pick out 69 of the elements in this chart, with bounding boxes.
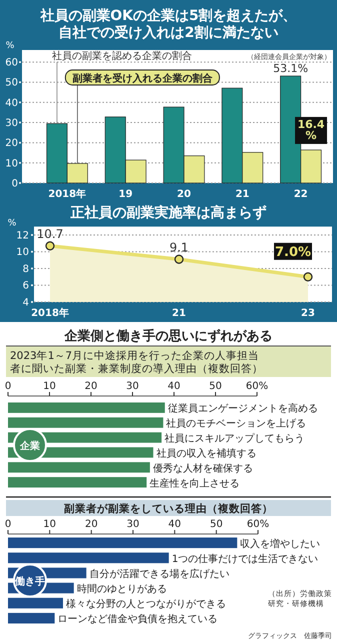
x-tick-label: 10 [43, 519, 56, 530]
y-tick-label: 従業員エンゲージメントを高める [168, 402, 318, 415]
x-tick-label: 20 [177, 189, 191, 200]
bar [8, 538, 238, 548]
text: 副業者を受け入れる企業の割合 [72, 72, 214, 84]
y-tick-label: 8 [22, 264, 29, 275]
chart-subtitle: 2023年1～7月に中途採用を行った企業の人事担当者に聞いた副業・兼業制度の導入理由（複数回答） [10, 349, 263, 375]
y-tick-label: 50 [5, 78, 18, 89]
y-tick-label: 40 [5, 98, 18, 109]
y-tick-label: 社員にスキルアップしてもらう [164, 432, 305, 445]
x-tick-label: 21 [172, 308, 186, 319]
bar [8, 402, 165, 413]
y-tick-label: 10 [16, 247, 29, 258]
x-tick-label: 21 [235, 189, 250, 200]
y-axis-title: % [8, 218, 17, 229]
x-tick-label: 20 [84, 381, 98, 392]
y-axis-title: % [6, 41, 15, 51]
chart-title: 副業者が副業をしている理由（複数回答） [64, 502, 273, 515]
y-tick-label: ローンなど借金や負債を抱えている [58, 613, 218, 626]
y-tick-label: 様々な分野の人とつながりができる [66, 598, 226, 610]
text: 社員の副業を認める企業の割合 [52, 50, 192, 62]
x-tick-label: 2018年 [48, 188, 86, 200]
x-tick-label: 10 [43, 381, 56, 392]
bar [8, 598, 63, 608]
y-tick-label: 収入を増やしたい [240, 538, 320, 550]
point [45, 241, 55, 250]
bar [8, 417, 164, 428]
circle-badge: 働き手 [13, 564, 47, 598]
bar [8, 462, 150, 473]
x-tick-label: 2018年 [31, 307, 69, 319]
x-tick-label: 60% [246, 519, 270, 530]
y-tick-label: 1つの仕事だけでは生活できない [172, 552, 318, 565]
y-tick-label: 社員の収入を補填する [156, 447, 256, 460]
chart-title: 社員の副業OKの企業は5割を超えたが、自社での受け入れは2割に満たない [39, 7, 297, 41]
y-tick-label: 30 [5, 118, 18, 130]
y-tick-label: 6 [22, 280, 29, 292]
x-tick-label: 30 [126, 381, 139, 392]
y-tick-label: 優秀な人材を確保する [152, 462, 253, 474]
chart-title: 正社員の副業実施率は高まらず [70, 204, 266, 221]
y-tick-label: 12 [16, 230, 29, 242]
annotation: 企業 [19, 440, 40, 452]
data-label: 10.7 [36, 226, 64, 241]
bar [8, 477, 147, 488]
y-tick-label: 自分が活躍できる場を広げたい [89, 568, 230, 580]
x-tick-label: 20 [84, 519, 98, 530]
y-tick-label: 60 [5, 58, 18, 69]
y-tick-label: 0 [12, 178, 18, 190]
y-tick-label: 時間のゆとりがある [76, 583, 167, 596]
data-label: 7.0% [274, 244, 312, 260]
x-tick-label: 30 [126, 519, 140, 530]
bar [8, 612, 55, 624]
y-tick-label: 生産性を向上させる [150, 477, 240, 490]
y-tick-label: 10 [5, 158, 18, 170]
x-tick-label: 60% [246, 381, 268, 392]
y-tick-label: 20 [5, 138, 18, 150]
point [174, 254, 184, 264]
x-tick-label: 22 [294, 189, 308, 200]
x-tick-label: 23 [301, 308, 315, 319]
x-tick-label: 19 [118, 189, 133, 200]
circle-badge: 企業 [13, 428, 47, 462]
y-tick-label: 社員のモチベーションを上げる [166, 418, 306, 430]
point [303, 272, 313, 282]
data-label: 9.1 [169, 240, 189, 254]
chart-title: 企業側と働き手の思いにずれがある [64, 328, 272, 344]
y-tick-label: 4 [22, 298, 29, 308]
data-label: 16.4% [297, 118, 325, 142]
annotation: 働き手 [14, 576, 45, 588]
data-label: 53.1% [273, 62, 308, 75]
bar [8, 552, 169, 564]
